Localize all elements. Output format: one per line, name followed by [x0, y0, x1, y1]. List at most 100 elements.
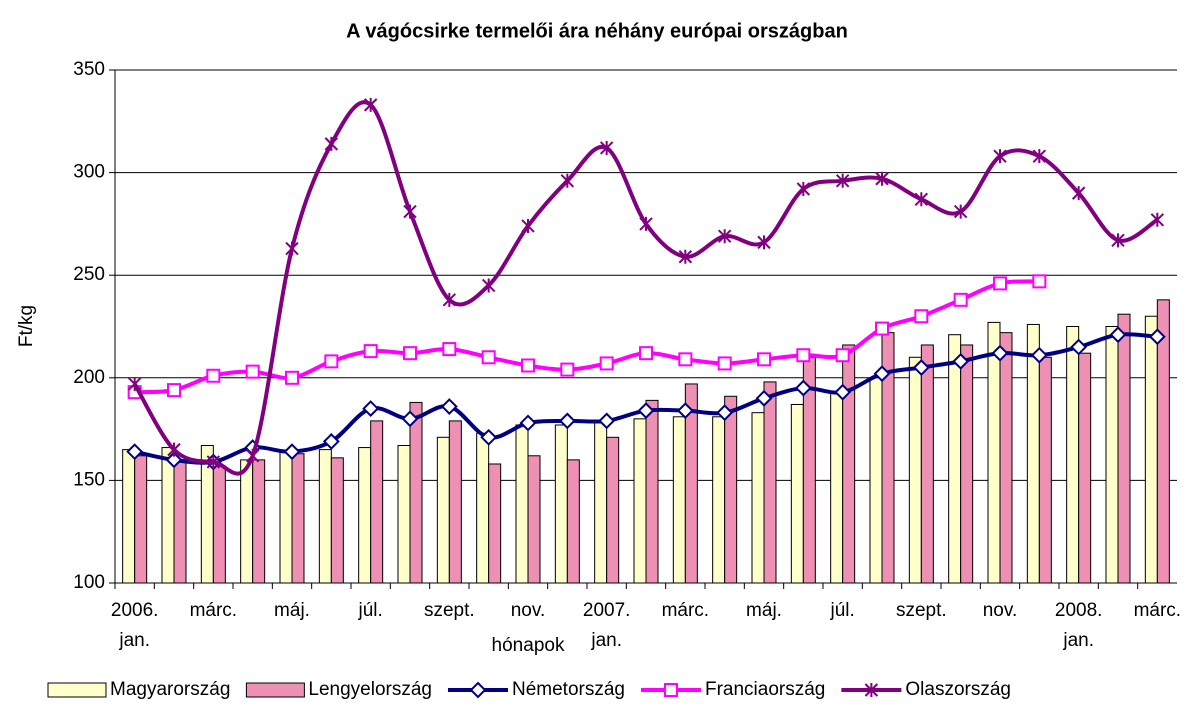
marker: [324, 136, 339, 151]
marker: [794, 379, 812, 397]
bar: [358, 447, 372, 584]
bar: [1026, 323, 1040, 584]
bar: [318, 449, 332, 584]
marker: [165, 451, 183, 469]
marker: [796, 182, 811, 197]
y-tick-label: 250: [73, 264, 105, 285]
marker: [1150, 212, 1165, 227]
marker: [873, 365, 891, 383]
marker: [993, 276, 1007, 291]
marker: [442, 342, 457, 357]
bar: [1066, 326, 1080, 584]
marker: [1070, 338, 1088, 356]
marker: [403, 346, 417, 361]
x-tick-label: márc.: [190, 600, 238, 621]
bar: [279, 451, 293, 584]
bar: [869, 377, 883, 584]
marker: [442, 292, 457, 307]
bar: [161, 447, 175, 584]
marker: [206, 368, 221, 383]
marker: [864, 683, 879, 697]
bar: [240, 459, 254, 584]
bar: [134, 455, 148, 584]
bar: [960, 344, 974, 584]
bar: [173, 459, 187, 584]
marker: [716, 404, 734, 422]
marker: [167, 383, 181, 398]
marker: [598, 412, 616, 430]
x-tick-label: máj.: [274, 600, 310, 621]
x-tick-label: 2007. jan.: [583, 600, 631, 651]
bar: [790, 403, 804, 584]
bar: [1105, 326, 1119, 584]
legend-label: Magyarország: [110, 679, 230, 700]
x-tick-label: szept.: [896, 600, 947, 621]
marker: [875, 171, 889, 186]
x-tick-label: júl.: [358, 600, 383, 621]
bar: [633, 418, 647, 584]
bar: [1078, 352, 1092, 584]
marker: [757, 235, 771, 250]
marker: [678, 352, 693, 367]
marker: [206, 454, 221, 469]
bar: [566, 459, 580, 584]
marker: [363, 97, 378, 112]
bar: [476, 432, 490, 584]
bar: [712, 416, 726, 584]
marker: [639, 346, 653, 361]
marker: [952, 352, 970, 370]
marker: [324, 354, 339, 369]
bar: [291, 453, 305, 584]
legend-swatch: [245, 682, 305, 698]
marker: [678, 249, 693, 264]
bar: [330, 457, 344, 584]
bar: [751, 412, 765, 584]
marker: [167, 442, 181, 457]
marker: [1032, 149, 1047, 164]
x-tick-label: nov.: [983, 600, 1018, 621]
marker: [914, 309, 929, 324]
legend-swatch: [47, 682, 107, 698]
x-tick-label: márc.: [662, 600, 710, 621]
bar: [987, 321, 1001, 584]
marker: [599, 356, 614, 371]
marker: [914, 192, 929, 207]
marker: [875, 321, 889, 336]
bar: [908, 356, 922, 584]
marker: [676, 402, 694, 420]
bar: [1038, 356, 1052, 584]
bar: [948, 334, 962, 584]
marker: [481, 278, 496, 293]
y-axis-label: Ft/kg: [16, 305, 37, 347]
bar: [515, 424, 529, 584]
legend-label: Németország: [512, 679, 625, 700]
legend-label: Lengyelország: [308, 679, 432, 700]
marker: [440, 398, 458, 415]
x-tick-label: júl.: [830, 600, 855, 621]
marker: [1071, 186, 1086, 201]
marker: [558, 412, 576, 430]
marker: [245, 364, 260, 379]
y-tick-label: 350: [73, 59, 105, 80]
marker: [469, 681, 487, 699]
marker: [1111, 233, 1125, 248]
marker: [639, 216, 653, 231]
bar: [409, 401, 423, 584]
marker: [322, 432, 340, 450]
line: [132, 100, 1159, 476]
y-tick-label: 100: [73, 572, 105, 593]
marker: [519, 414, 537, 432]
bar: [672, 416, 686, 584]
y-tick-label: 150: [73, 469, 105, 490]
bar: [1144, 315, 1158, 584]
y-tick-label: 300: [73, 162, 105, 183]
bar: [122, 449, 136, 584]
bar: [724, 395, 738, 584]
bar: [1156, 299, 1170, 584]
x-tick-label: 2006. jan.: [111, 600, 159, 651]
marker: [599, 140, 614, 155]
marker: [560, 173, 575, 188]
bar: [554, 424, 568, 584]
bar: [684, 383, 698, 584]
marker: [757, 352, 771, 367]
